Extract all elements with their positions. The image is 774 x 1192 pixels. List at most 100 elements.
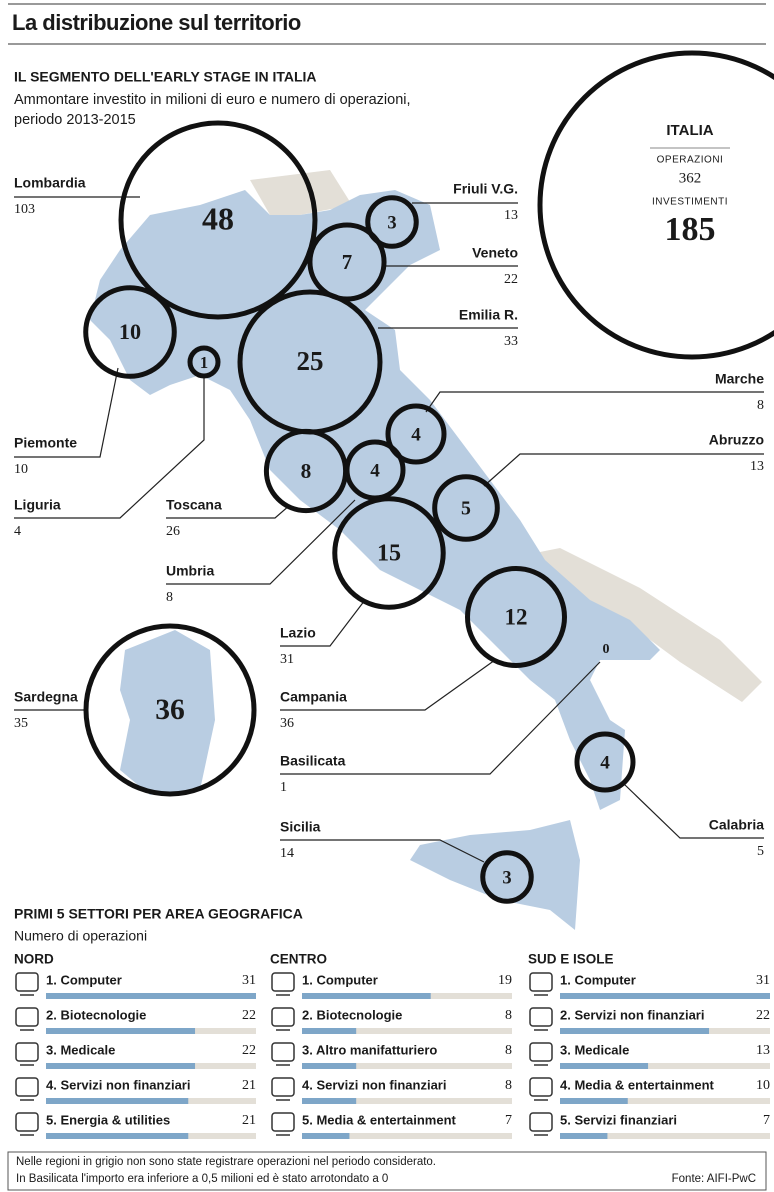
sector-icon bbox=[15, 1112, 39, 1132]
description: Ammontare investito in milioni di euro e… bbox=[14, 92, 411, 108]
investment-value: 3 bbox=[387, 213, 396, 233]
bar-track bbox=[302, 1133, 512, 1139]
sector-value: 7 bbox=[763, 1113, 770, 1128]
description: periodo 2013-2015 bbox=[14, 112, 136, 128]
sector-icon bbox=[271, 1077, 295, 1097]
region-name: Umbria bbox=[166, 563, 214, 579]
sectors-title: PRIMI 5 SETTORI PER AREA GEOGRAFICA bbox=[14, 906, 303, 922]
region-name: Emilia R. bbox=[459, 307, 518, 323]
sector-icon bbox=[271, 1112, 295, 1132]
investment-value: 4 bbox=[411, 424, 421, 445]
bar-track bbox=[560, 1098, 770, 1104]
leader-line bbox=[14, 367, 119, 458]
region-operations: 8 bbox=[166, 590, 173, 605]
sector-label: 2. Servizi non finanziari bbox=[560, 1007, 704, 1022]
investment-bubble bbox=[432, 474, 500, 542]
bar bbox=[560, 993, 770, 999]
region-name: Veneto bbox=[472, 245, 518, 261]
source: Fonte: AIFI-PwC bbox=[672, 1173, 756, 1185]
region-operations: 13 bbox=[504, 208, 518, 223]
region-operations: 4 bbox=[14, 524, 21, 539]
subtitle: IL SEGMENTO DELL'EARLY STAGE IN ITALIA bbox=[14, 69, 317, 85]
bar bbox=[46, 1063, 196, 1069]
bar-track bbox=[302, 1098, 512, 1104]
sector-icon bbox=[271, 1007, 295, 1027]
investment-bubble bbox=[83, 285, 177, 379]
leader-line bbox=[280, 659, 496, 711]
investment-bubble bbox=[307, 222, 387, 302]
sector-label: 5. Media & entertainment bbox=[302, 1112, 457, 1127]
investment-value: 10 bbox=[119, 319, 141, 344]
region-operations: 14 bbox=[280, 846, 294, 861]
area-name: NORD bbox=[14, 952, 54, 967]
region-operations: 26 bbox=[166, 524, 180, 539]
footnote-box bbox=[7, 1151, 767, 1191]
region-operations: 5 bbox=[757, 844, 764, 859]
bar bbox=[46, 1098, 189, 1104]
sector-icon bbox=[529, 1077, 553, 1097]
investment-bubble bbox=[332, 496, 446, 610]
bar bbox=[302, 1133, 350, 1139]
sector-icon bbox=[15, 1077, 39, 1097]
sector-label: 5. Servizi finanziari bbox=[560, 1112, 677, 1127]
sicily bbox=[410, 820, 580, 930]
sector-label: 4. Servizi non finanziari bbox=[46, 1077, 190, 1092]
bar bbox=[302, 1028, 357, 1034]
bar-track bbox=[560, 1063, 770, 1069]
investment-value: 0 bbox=[603, 642, 610, 657]
bar bbox=[560, 1098, 628, 1104]
area-name: SUD E ISOLE bbox=[528, 952, 614, 967]
region-operations: 22 bbox=[504, 272, 518, 287]
bar-track bbox=[302, 1028, 512, 1034]
leader-line bbox=[280, 599, 366, 647]
sector-label: 2. Biotecnologie bbox=[302, 1007, 402, 1022]
sector-icon bbox=[529, 1042, 553, 1062]
region-name: Lombardia bbox=[14, 175, 86, 191]
investment-value: 3 bbox=[502, 868, 511, 888]
region-operations: 10 bbox=[14, 462, 28, 477]
region-operations: 1 bbox=[280, 780, 287, 795]
investment-bubble bbox=[187, 345, 221, 379]
investments-value: 185 bbox=[665, 211, 716, 248]
investment-value: 25 bbox=[297, 346, 324, 376]
leader-line bbox=[280, 661, 601, 775]
neighbor-area bbox=[250, 170, 352, 215]
bar bbox=[46, 993, 256, 999]
sectors-subtitle: Numero di operazioni bbox=[14, 928, 147, 944]
investments-label: INVESTIMENTI bbox=[652, 197, 728, 208]
sector-label: 3. Medicale bbox=[46, 1042, 115, 1057]
investment-value: 5 bbox=[461, 498, 471, 520]
region-operations: 35 bbox=[14, 716, 28, 731]
sector-value: 22 bbox=[756, 1008, 770, 1023]
sector-value: 8 bbox=[505, 1008, 512, 1023]
operations-label: OPERAZIONI bbox=[657, 155, 724, 166]
region-operations: 13 bbox=[750, 459, 764, 474]
region-name: Toscana bbox=[166, 497, 222, 513]
italia-circle bbox=[537, 50, 774, 360]
region-name: Friuli V.G. bbox=[453, 181, 518, 197]
leader-line bbox=[166, 504, 291, 519]
leader-line bbox=[14, 376, 205, 519]
region-name: Basilicata bbox=[280, 753, 346, 769]
leader-line bbox=[623, 783, 764, 839]
region-operations: 33 bbox=[504, 334, 518, 349]
operations-value: 362 bbox=[679, 170, 702, 186]
area-name: CENTRO bbox=[270, 952, 327, 967]
investment-bubble bbox=[465, 566, 567, 668]
bar bbox=[560, 1028, 710, 1034]
bar bbox=[46, 1028, 196, 1034]
leader-line bbox=[280, 839, 485, 863]
map bbox=[90, 170, 762, 930]
investment-value: 15 bbox=[377, 541, 401, 567]
region-name: Abruzzo bbox=[709, 432, 764, 448]
region-operations: 31 bbox=[280, 652, 294, 667]
sector-icon bbox=[529, 1007, 553, 1027]
sector-label: 2. Biotecnologie bbox=[46, 1007, 146, 1022]
region-name: Campania bbox=[280, 689, 347, 705]
sector-label: 4. Servizi non finanziari bbox=[302, 1077, 446, 1092]
footnote: In Basilicata l'importo era inferiore a … bbox=[16, 1173, 388, 1185]
sector-label: 5. Energia & utilities bbox=[46, 1112, 170, 1127]
sector-icon bbox=[15, 1007, 39, 1027]
sector-value: 10 bbox=[756, 1078, 770, 1093]
investment-bubble bbox=[574, 731, 636, 793]
